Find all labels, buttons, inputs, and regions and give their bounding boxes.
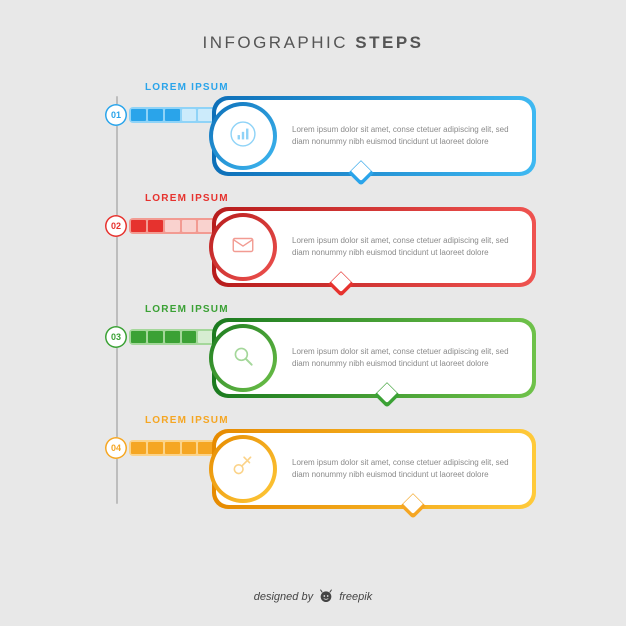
chart-icon [209,102,277,170]
progress-segment [165,442,180,454]
step-number: 04 [111,443,121,453]
progress-segment [182,220,197,232]
progress-segment [148,220,163,232]
step-number-badge: 02 [105,215,127,237]
callout: Lorem ipsum dolor sit amet, conse ctetue… [212,429,536,509]
progress-segment [148,109,163,121]
step-03: LOREM IPSUM 03 Lorem ipsum dolor sit amet,… [0,304,626,414]
step-number: 02 [111,221,121,231]
progress-segment [148,442,163,454]
step-number: 01 [111,110,121,120]
page-title: INFOGRAPHIC STEPS [0,33,626,53]
callout-body: Lorem ipsum dolor sit amet, conse ctetue… [292,346,532,370]
infographic-page: INFOGRAPHIC STEPS LOREM IPSUM 01 Lorem ips… [0,0,626,626]
progress-segment [131,220,146,232]
step-01: LOREM IPSUM 01 Lorem ipsum dolor sit amet,… [0,82,626,192]
step-label: LOREM IPSUM [145,82,229,93]
callout: Lorem ipsum dolor sit amet, conse ctetue… [212,96,536,176]
callout-body: Lorem ipsum dolor sit amet, conse ctetue… [292,457,532,481]
progress-segment [131,331,146,343]
step-number-badge: 03 [105,326,127,348]
key-icon [209,435,277,503]
progress-segment [165,331,180,343]
progress-segment [165,109,180,121]
callout-body: Lorem ipsum dolor sit amet, conse ctetue… [292,124,532,148]
callout-body: Lorem ipsum dolor sit amet, conse ctetue… [292,235,532,259]
progress-segment [182,331,197,343]
footer-prefix: designed by [254,591,313,603]
callout: Lorem ipsum dolor sit amet, conse ctetue… [212,318,536,398]
footer-brand: freepik [339,591,372,603]
mail-icon [209,213,277,281]
title-part1: INFOGRAPHIC [202,33,348,52]
step-number-badge: 01 [105,104,127,126]
title-part2: STEPS [355,33,423,52]
search-icon [209,324,277,392]
step-04: LOREM IPSUM 04 Lorem ipsum dolor sit amet,… [0,415,626,525]
progress-segment [131,442,146,454]
step-number: 03 [111,332,121,342]
callout: Lorem ipsum dolor sit amet, conse ctetue… [212,207,536,287]
step-label: LOREM IPSUM [145,193,229,204]
step-label: LOREM IPSUM [145,304,229,315]
progress-segment [148,331,163,343]
freepik-logo-icon [318,588,334,604]
attribution-footer: designed by freepik [0,588,626,604]
progress-segment [182,442,197,454]
step-02: LOREM IPSUM 02 Lorem ipsum dolor sit amet,… [0,193,626,303]
progress-segment [165,220,180,232]
step-number-badge: 04 [105,437,127,459]
step-label: LOREM IPSUM [145,415,229,426]
progress-segment [182,109,197,121]
progress-segment [131,109,146,121]
